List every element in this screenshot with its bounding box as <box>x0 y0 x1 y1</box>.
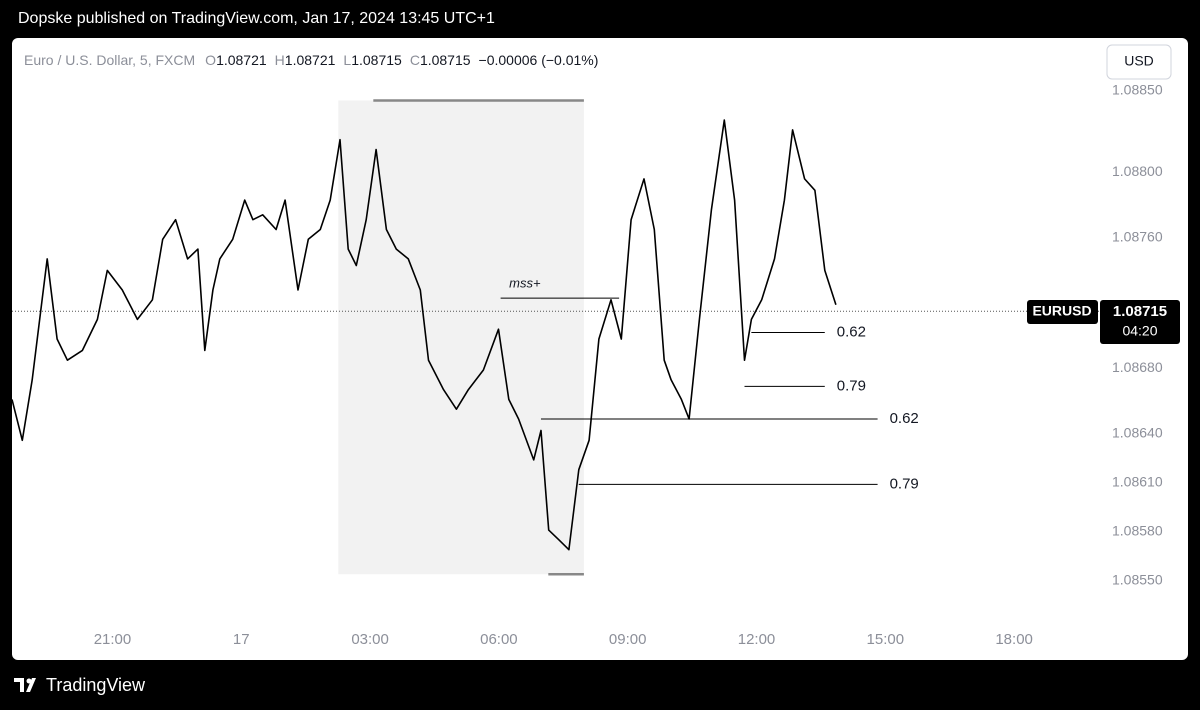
change: −0.00006 (−0.01%) <box>479 52 599 68</box>
chart-panel <box>12 38 1188 660</box>
plot: mss+ 0.62 0.79 0.62 0.79 <box>11 99 1100 576</box>
y-tick-label: 1.08850 <box>1112 81 1163 97</box>
symbol-tag-label: EURUSD <box>1032 303 1091 319</box>
x-tick-label: 12:00 <box>738 631 776 648</box>
currency-label: USD <box>1124 53 1154 69</box>
fib-label: 0.79 <box>890 475 919 492</box>
y-tick-label: 1.08550 <box>1112 571 1163 587</box>
x-tick-label: 15:00 <box>867 631 905 648</box>
price-tag <box>1100 300 1180 344</box>
ohlc-value: 1.08721 <box>216 52 267 68</box>
price-tag-value: 1.08715 <box>1113 303 1167 320</box>
ohlc-key: O <box>205 52 216 68</box>
symbol-legend: Euro / U.S. Dollar, 5, FXCM O1.08721 H1.08… <box>24 52 598 68</box>
symbol-name: Euro / U.S. Dollar, 5, FXCM <box>24 52 195 68</box>
x-tick-label: 21:00 <box>94 631 132 648</box>
x-tick-label: 17 <box>233 631 250 648</box>
ohlc-key: L <box>343 52 351 68</box>
x-tick-label: 03:00 <box>351 631 389 648</box>
fib-label: 0.62 <box>890 410 919 427</box>
logo-dot <box>26 678 32 684</box>
x-tick-label: 09:00 <box>609 631 647 648</box>
y-tick-label: 1.08800 <box>1112 163 1163 179</box>
x-tick-label: 06:00 <box>480 631 518 648</box>
y-tick-label: 1.08680 <box>1112 359 1163 375</box>
price-line <box>11 119 837 551</box>
ohlc-value: 1.08715 <box>420 52 471 68</box>
logo <box>14 678 36 692</box>
ohlc-key: H <box>275 52 285 68</box>
y-tick-label: 1.08760 <box>1112 228 1163 244</box>
mss-label: mss+ <box>509 276 541 291</box>
published-line: Dopske published on TradingView.com, Jan… <box>18 10 495 27</box>
x-tick-label: 18:00 <box>995 631 1033 648</box>
brand: TradingView <box>46 675 146 695</box>
y-tick-label: 1.08610 <box>1112 473 1163 489</box>
countdown: 04:20 <box>1122 323 1157 339</box>
y-tick-label: 1.08580 <box>1112 522 1163 538</box>
fib-label: 0.79 <box>837 377 866 394</box>
fib-label: 0.62 <box>837 323 866 340</box>
symbol-tag <box>1027 300 1098 324</box>
ohlc-key: C <box>410 52 420 68</box>
y-tick-label: 1.08640 <box>1112 424 1163 440</box>
ohlc-value: 1.08715 <box>351 52 402 68</box>
currency-button[interactable] <box>1106 44 1172 80</box>
ohlc-value: 1.08721 <box>285 52 336 68</box>
